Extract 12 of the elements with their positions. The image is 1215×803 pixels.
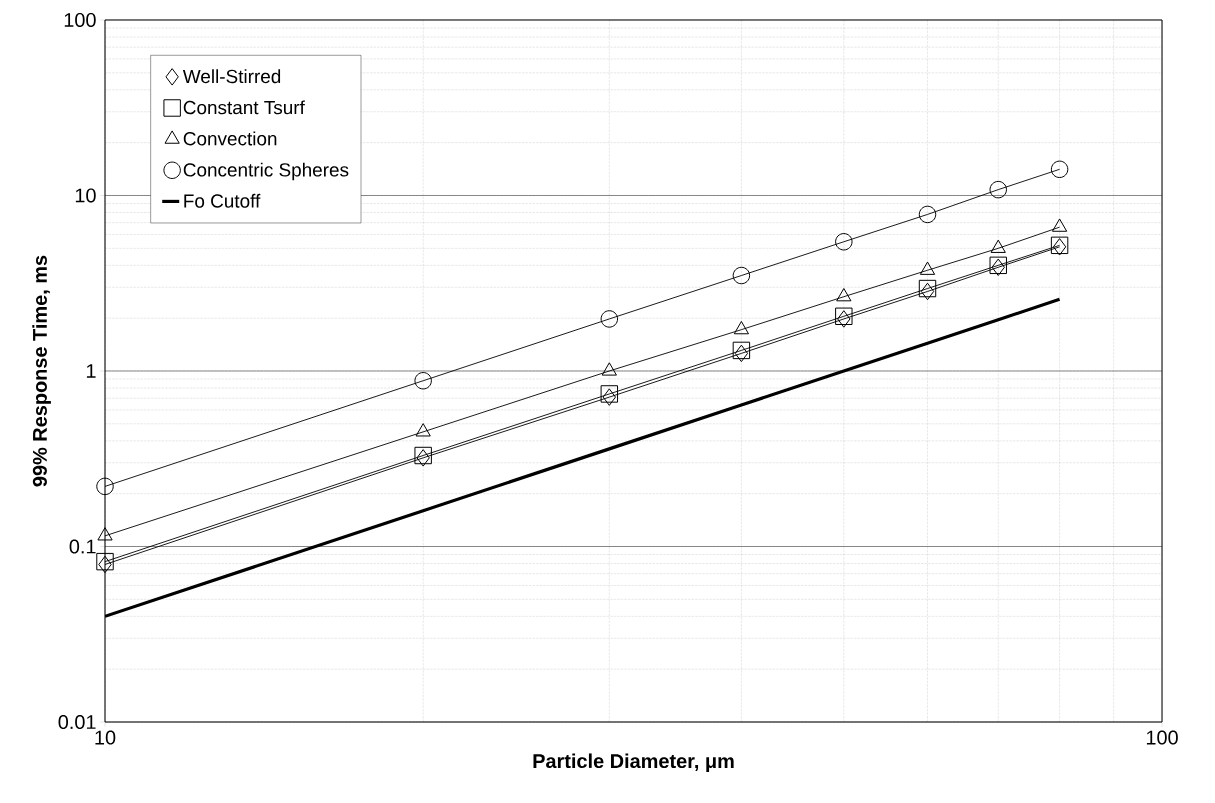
legend-label: Well-Stirred <box>182 69 281 84</box>
y-tick-label: 100 <box>64 12 96 28</box>
y-tick-label: 10 <box>75 188 96 203</box>
y-tick-label: 0.01 <box>58 714 96 730</box>
x-axis-title: Particle Diameter, μm <box>533 753 734 772</box>
y-axis-title: 99% Response Time, ms <box>32 255 51 487</box>
legend-label: Constant Tsurf <box>183 100 305 115</box>
legend-label: Fo Cutoff <box>184 193 261 208</box>
y-tick-label: 0.1 <box>69 539 96 554</box>
y-tick-label: 1 <box>86 364 96 378</box>
legend-label: Concentric Spheres <box>183 162 349 181</box>
legend-label: Convection <box>183 131 277 146</box>
